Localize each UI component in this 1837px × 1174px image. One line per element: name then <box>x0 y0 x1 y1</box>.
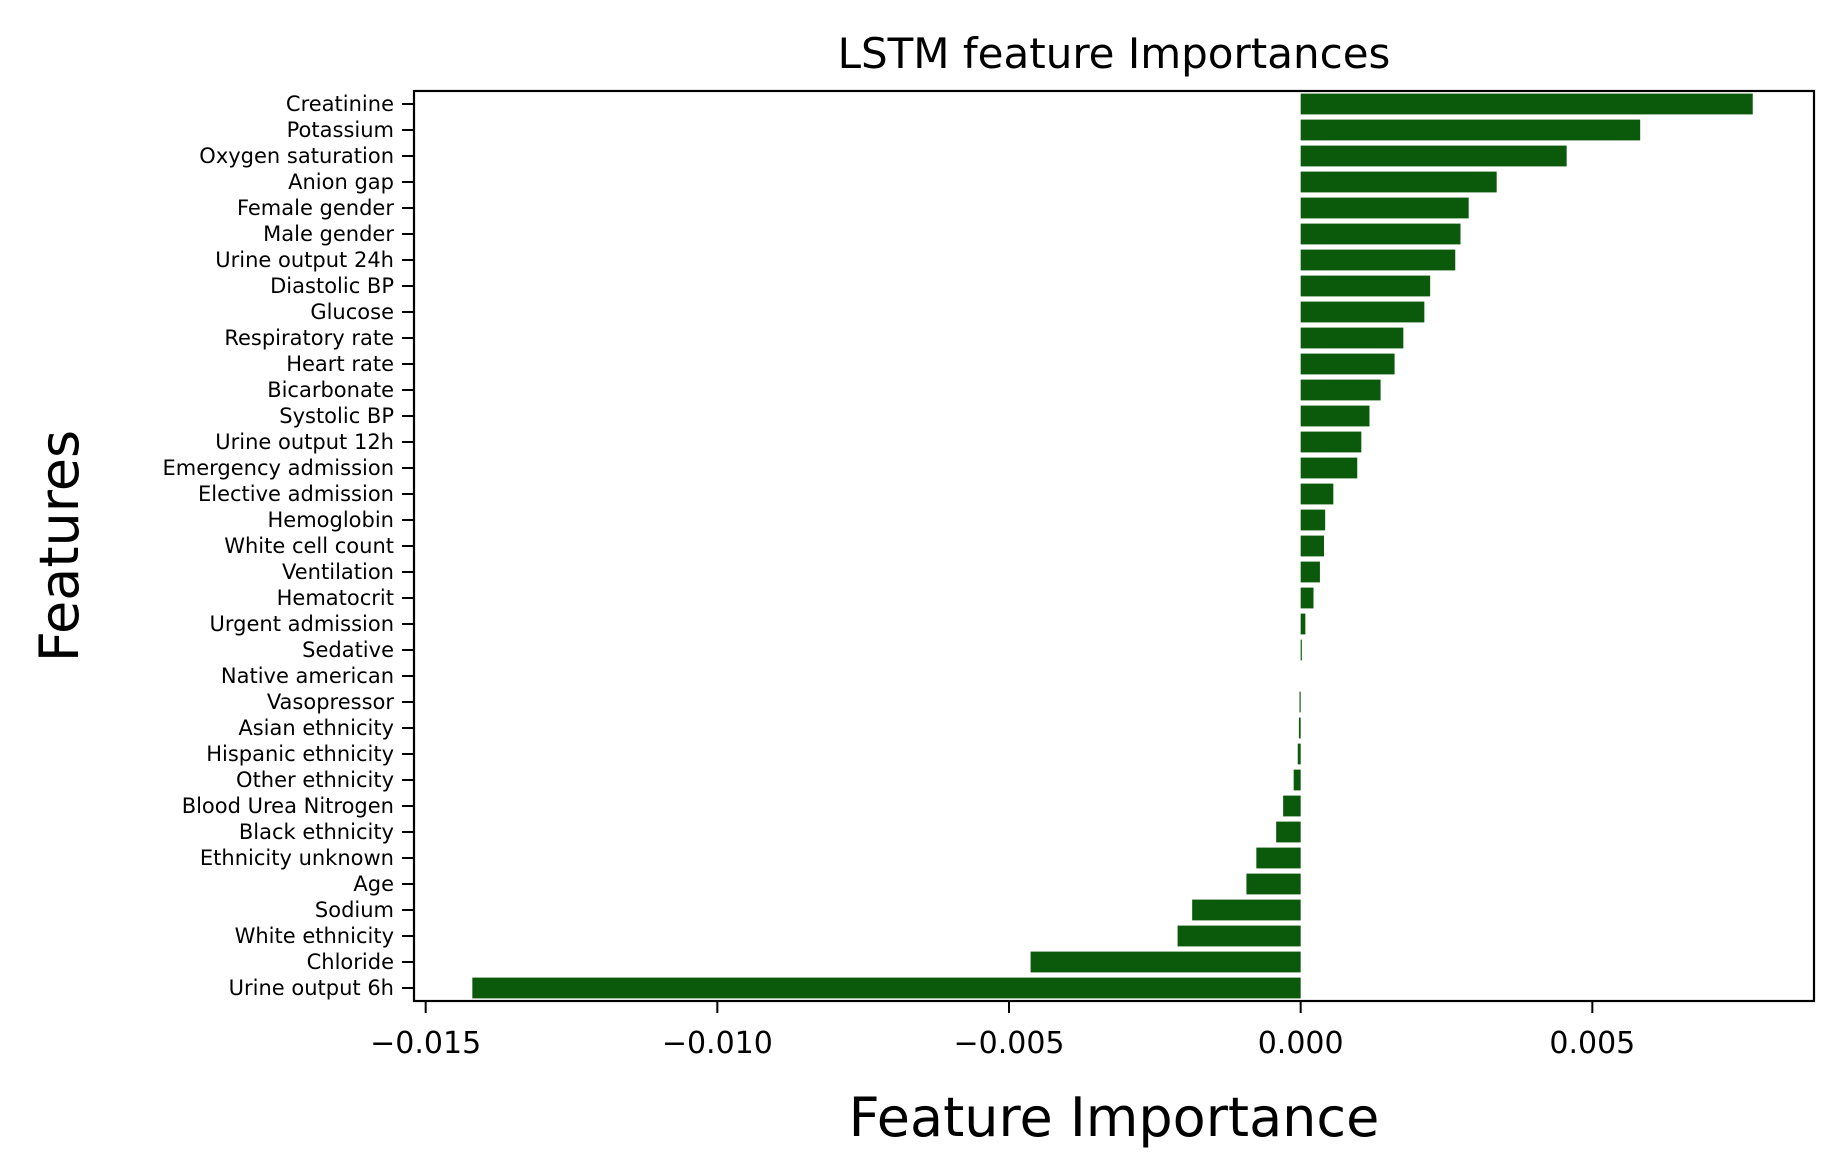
bar-ethnicity-unknown <box>1256 847 1301 869</box>
y-tick-label: Diastolic BP <box>270 274 394 298</box>
y-tick-label: Urine output 12h <box>215 430 394 454</box>
y-tick-label: Oxygen saturation <box>199 144 394 168</box>
y-tick-label: Hematocrit <box>277 586 394 610</box>
y-tick-label: Sedative <box>302 638 394 662</box>
x-tick-label: 0.005 <box>1549 1026 1635 1061</box>
bar-oxygen-saturation <box>1300 145 1567 167</box>
y-tick-label: Creatinine <box>286 92 394 116</box>
y-tick-label: Black ethnicity <box>239 820 394 844</box>
y-tick-label: Urgent admission <box>210 612 394 636</box>
y-tick-label: Male gender <box>263 222 394 246</box>
chart-title: LSTM feature Importances <box>838 29 1391 78</box>
bar-respiratory-rate <box>1300 327 1404 349</box>
y-tick-label: Other ethnicity <box>236 768 394 792</box>
y-tick-label: White ethnicity <box>235 924 394 948</box>
bar-other-ethnicity <box>1293 769 1301 791</box>
bar-urine-output-12h <box>1300 431 1362 453</box>
bar-sedative <box>1300 639 1302 661</box>
bar-systolic-bp <box>1300 405 1370 427</box>
bar-diastolic-bp <box>1300 275 1431 297</box>
x-tick-label: −0.015 <box>370 1026 481 1061</box>
bar-male-gender <box>1300 223 1461 245</box>
bar-glucose <box>1300 301 1425 323</box>
y-tick-label: White cell count <box>224 534 394 558</box>
bar-chloride <box>1030 951 1301 973</box>
y-tick-label: Ventilation <box>282 560 394 584</box>
bar-white-ethnicity <box>1177 925 1301 947</box>
bar-urine-output-24h <box>1300 249 1456 271</box>
bar-vasopressor <box>1299 691 1301 713</box>
y-tick-label: Potassium <box>287 118 394 142</box>
bar-urine-output-6h <box>472 977 1301 999</box>
y-axis-label: Features <box>28 430 91 662</box>
bars-group <box>472 93 1753 999</box>
plot-frame <box>412 89 1816 1003</box>
bar-elective-admission <box>1300 483 1334 505</box>
bar-blood-urea-nitrogen <box>1283 795 1301 817</box>
y-tick-label: Respiratory rate <box>224 326 394 350</box>
y-tick-label: Urine output 6h <box>229 976 394 1000</box>
y-tick-label: Blood Urea Nitrogen <box>182 794 394 818</box>
y-tick-label: Chloride <box>307 950 394 974</box>
bar-heart-rate <box>1300 353 1395 375</box>
bar-age <box>1246 873 1301 895</box>
bar-creatinine <box>1300 93 1753 115</box>
y-tick-label: Heart rate <box>286 352 394 376</box>
y-tick-label: Native american <box>221 664 394 688</box>
x-axis-ticks: −0.015 −0.010 −0.005 0.000 0.005 <box>370 1001 1635 1061</box>
bar-hemoglobin <box>1300 509 1326 531</box>
x-tick-label: 0.000 <box>1258 1026 1344 1061</box>
bar-bicarbonate <box>1300 379 1381 401</box>
y-tick-label: Ethnicity unknown <box>200 846 394 870</box>
bar-asian-ethnicity <box>1298 717 1301 739</box>
bar-female-gender <box>1300 197 1469 219</box>
y-tick-label: Elective admission <box>198 482 394 506</box>
x-tick-label: −0.005 <box>953 1026 1064 1061</box>
y-tick-label: Emergency admission <box>163 456 394 480</box>
x-axis-label: Feature Importance <box>849 1086 1380 1149</box>
y-tick-label: Urine output 24h <box>215 248 394 272</box>
bar-sodium <box>1192 899 1301 921</box>
bar-hispanic-ethnicity <box>1297 743 1301 765</box>
y-tick-label: Anion gap <box>288 170 394 194</box>
y-tick-label: Asian ethnicity <box>238 716 394 740</box>
bar-potassium <box>1300 119 1641 141</box>
y-tick-label: Glucose <box>310 300 394 324</box>
y-tick-label: Hemoglobin <box>267 508 394 532</box>
y-tick-label: Sodium <box>315 898 394 922</box>
y-tick-label: Systolic BP <box>279 404 394 428</box>
bar-hematocrit <box>1300 587 1314 609</box>
y-tick-label: Age <box>353 872 394 896</box>
bar-anion-gap <box>1300 171 1497 193</box>
bar-black-ethnicity <box>1276 821 1301 843</box>
bar-white-cell-count <box>1300 535 1324 557</box>
y-tick-label: Female gender <box>237 196 394 220</box>
y-tick-label: Vasopressor <box>267 690 395 714</box>
bar-emergency-admission <box>1300 457 1358 479</box>
y-tick-label: Bicarbonate <box>267 378 394 402</box>
y-tick-label: Hispanic ethnicity <box>206 742 394 766</box>
bar-urgent-admission <box>1300 613 1306 635</box>
bar-ventilation <box>1300 561 1320 583</box>
x-tick-label: −0.010 <box>662 1026 773 1061</box>
